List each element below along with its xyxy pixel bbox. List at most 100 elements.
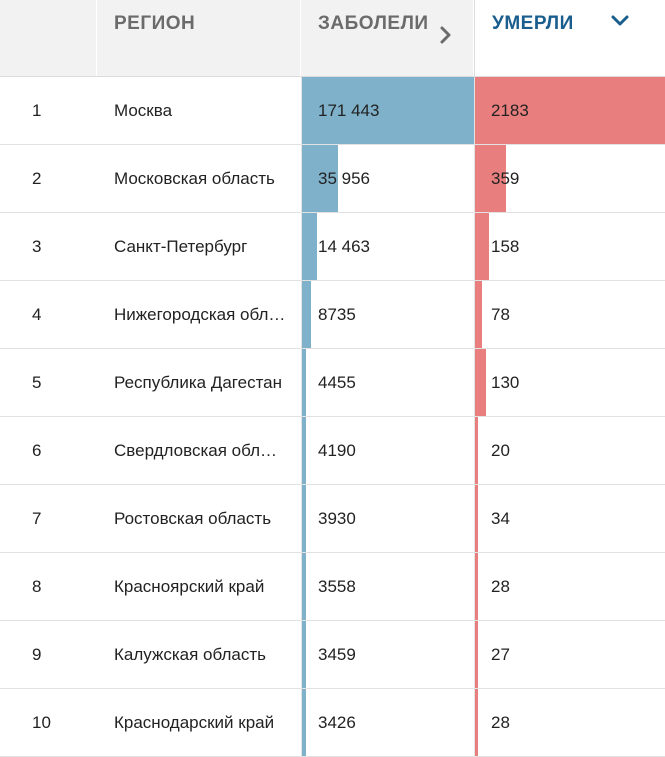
deaths-cell: 27 <box>474 621 665 688</box>
table-row[interactable]: 10 Краснодарский край 3426 28 <box>0 689 665 757</box>
cases-cell: 171 443 <box>301 77 474 144</box>
chevron-right-icon <box>440 26 451 44</box>
rank-number: 4 <box>32 305 42 324</box>
deaths-cell: 2183 <box>474 77 665 144</box>
deaths-bar <box>475 621 478 688</box>
cases-cell: 4190 <box>301 417 474 484</box>
cases-value: 3426 <box>318 713 356 732</box>
cases-value: 35 956 <box>318 169 370 188</box>
deaths-value: 359 <box>491 169 520 188</box>
deaths-cell: 359 <box>474 145 665 212</box>
cases-bar <box>302 349 306 416</box>
cases-bar <box>302 213 317 280</box>
table-row[interactable]: 1 Москва 171 443 2183 <box>0 77 665 145</box>
cases-cell: 14 463 <box>301 213 474 280</box>
cases-cell: 4455 <box>301 349 474 416</box>
deaths-value: 28 <box>491 713 510 732</box>
region-cell: Красноярский край <box>97 553 301 620</box>
cases-bar <box>302 281 311 348</box>
header-region[interactable]: РЕГИОН <box>97 0 301 76</box>
region-name: Свердловская область <box>114 441 286 460</box>
deaths-cell: 130 <box>474 349 665 416</box>
rank-cell: 2 <box>0 145 97 212</box>
deaths-bar <box>475 553 478 620</box>
cases-cell: 3426 <box>301 689 474 756</box>
table-row[interactable]: 6 Свердловская область 4190 20 <box>0 417 665 485</box>
deaths-bar <box>475 689 478 756</box>
cases-value: 8735 <box>318 305 356 324</box>
deaths-cell: 28 <box>474 553 665 620</box>
rank-number: 10 <box>32 713 51 732</box>
header-deaths-sort-button[interactable]: УМЕРЛИ <box>474 0 665 76</box>
table-row[interactable]: 2 Московская область 35 956 359 <box>0 145 665 213</box>
deaths-value: 27 <box>491 645 510 664</box>
deaths-bar <box>475 77 665 144</box>
deaths-cell: 34 <box>474 485 665 552</box>
region-cell: Москва <box>97 77 301 144</box>
header-region-label: РЕГИОН <box>114 13 196 34</box>
table-row[interactable]: 9 Калужская область 3459 27 <box>0 621 665 689</box>
region-name: Санкт-Петербург <box>114 237 248 256</box>
region-cell: Ростовская область <box>97 485 301 552</box>
deaths-value: 20 <box>491 441 510 460</box>
cases-bar <box>302 145 338 212</box>
deaths-value: 130 <box>491 373 520 392</box>
region-name: Красноярский край <box>114 577 265 596</box>
cases-cell: 3930 <box>301 485 474 552</box>
cases-value: 171 443 <box>318 101 380 120</box>
cases-cell: 3558 <box>301 553 474 620</box>
cases-bar <box>302 621 306 688</box>
rank-cell: 4 <box>0 281 97 348</box>
cases-value: 3930 <box>318 509 356 528</box>
deaths-value: 28 <box>491 577 510 596</box>
chevron-down-icon <box>611 15 629 26</box>
rank-number: 6 <box>32 441 42 460</box>
header-deaths-label: УМЕРЛИ <box>492 13 574 34</box>
deaths-cell: 78 <box>474 281 665 348</box>
cases-cell: 8735 <box>301 281 474 348</box>
header-cases-sort-button[interactable]: ЗАБОЛЕЛИ <box>301 0 474 76</box>
table-row[interactable]: 5 Республика Дагестан 4455 130 <box>0 349 665 417</box>
region-name: Москва <box>114 101 173 120</box>
table-row[interactable]: 7 Ростовская область 3930 34 <box>0 485 665 553</box>
region-cell: Свердловская область <box>97 417 301 484</box>
region-cell: Краснодарский край <box>97 689 301 756</box>
table-row[interactable]: 3 Санкт-Петербург 14 463 158 <box>0 213 665 281</box>
rank-cell: 9 <box>0 621 97 688</box>
cases-value: 3459 <box>318 645 356 664</box>
region-name: Московская область <box>114 169 275 188</box>
rank-cell: 8 <box>0 553 97 620</box>
region-cell: Нижегородская область <box>97 281 301 348</box>
region-cell: Республика Дагестан <box>97 349 301 416</box>
rank-number: 9 <box>32 645 42 664</box>
rank-number: 3 <box>32 237 42 256</box>
region-name: Ростовская область <box>114 509 272 528</box>
region-name: Республика Дагестан <box>114 373 283 392</box>
table-header: РЕГИОН ЗАБОЛЕЛИ УМЕРЛИ <box>0 0 665 77</box>
rank-cell: 3 <box>0 213 97 280</box>
cases-bar <box>302 553 306 620</box>
deaths-bar <box>475 485 478 552</box>
cases-bar <box>302 417 306 484</box>
rank-cell: 1 <box>0 77 97 144</box>
deaths-value: 34 <box>491 509 510 528</box>
region-cell: Московская область <box>97 145 301 212</box>
deaths-value: 78 <box>491 305 510 324</box>
deaths-value: 2183 <box>491 101 529 120</box>
cases-value: 4455 <box>318 373 356 392</box>
region-name: Нижегородская область <box>114 305 286 324</box>
rank-cell: 6 <box>0 417 97 484</box>
table-row[interactable]: 4 Нижегородская область 8735 78 <box>0 281 665 349</box>
region-cell: Калужская область <box>97 621 301 688</box>
table-row[interactable]: 8 Красноярский край 3558 28 <box>0 553 665 621</box>
deaths-cell: 20 <box>474 417 665 484</box>
deaths-cell: 158 <box>474 213 665 280</box>
region-name: Краснодарский край <box>114 713 275 732</box>
rank-number: 5 <box>32 373 42 392</box>
rank-cell: 10 <box>0 689 97 756</box>
deaths-bar <box>475 281 482 348</box>
rank-number: 7 <box>32 509 42 528</box>
cases-value: 4190 <box>318 441 356 460</box>
table-body: 1 Москва 171 443 2183 2 Московская область 35 … <box>0 77 665 757</box>
